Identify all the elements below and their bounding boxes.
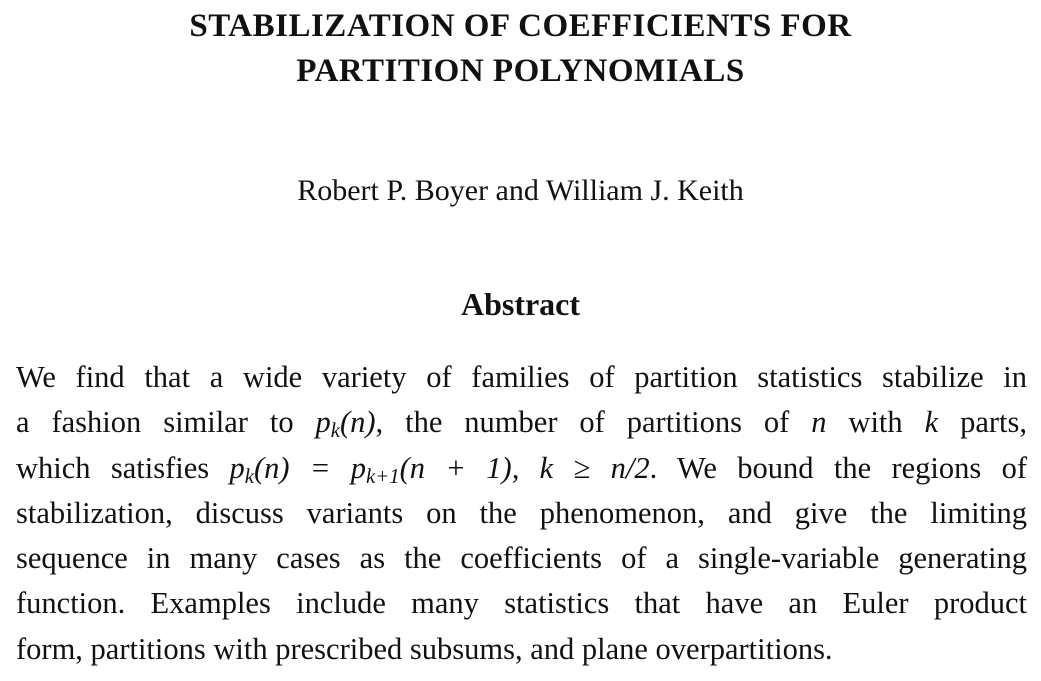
text: a fashion similar to	[16, 405, 316, 440]
abstract-body: We find that a wide variety of families …	[16, 355, 1027, 672]
abstract-line: which satisfies pk(n) = pk+1(n + 1), k ≥…	[16, 446, 1027, 491]
text: with	[826, 405, 925, 440]
abstract-line: function. Examples include many statisti…	[16, 586, 1027, 621]
math: n	[811, 405, 827, 440]
text: which satisfies	[16, 450, 230, 485]
authors: Robert P. Boyer and William J. Keith	[297, 174, 744, 207]
text: parts,	[938, 405, 1028, 440]
text: . We bound the regions of	[649, 450, 1027, 485]
abstract-line: sequence in many cases as the coefficien…	[16, 541, 1027, 576]
math: pk(n)	[315, 405, 376, 443]
math: k	[924, 405, 939, 440]
paper-title-line-2: PARTITION POLYNOMIALS	[296, 53, 745, 89]
abstract-line: stabilization, discuss variants on the p…	[16, 495, 1027, 530]
abstract-line: We find that a wide variety of families …	[16, 360, 1027, 394]
paper-title-line-1: STABILIZATION OF COEFFICIENTS FOR	[189, 8, 852, 44]
abstract-heading: Abstract	[460, 286, 581, 322]
math: pk(n) = pk+1(n + 1), k ≥ n/2	[229, 450, 650, 488]
abstract-line: form, partitions with prescribed subsums…	[16, 631, 833, 666]
text: , the number of partitions of	[375, 405, 812, 440]
abstract-line: a fashion similar to pk(n), the number o…	[16, 400, 1027, 445]
